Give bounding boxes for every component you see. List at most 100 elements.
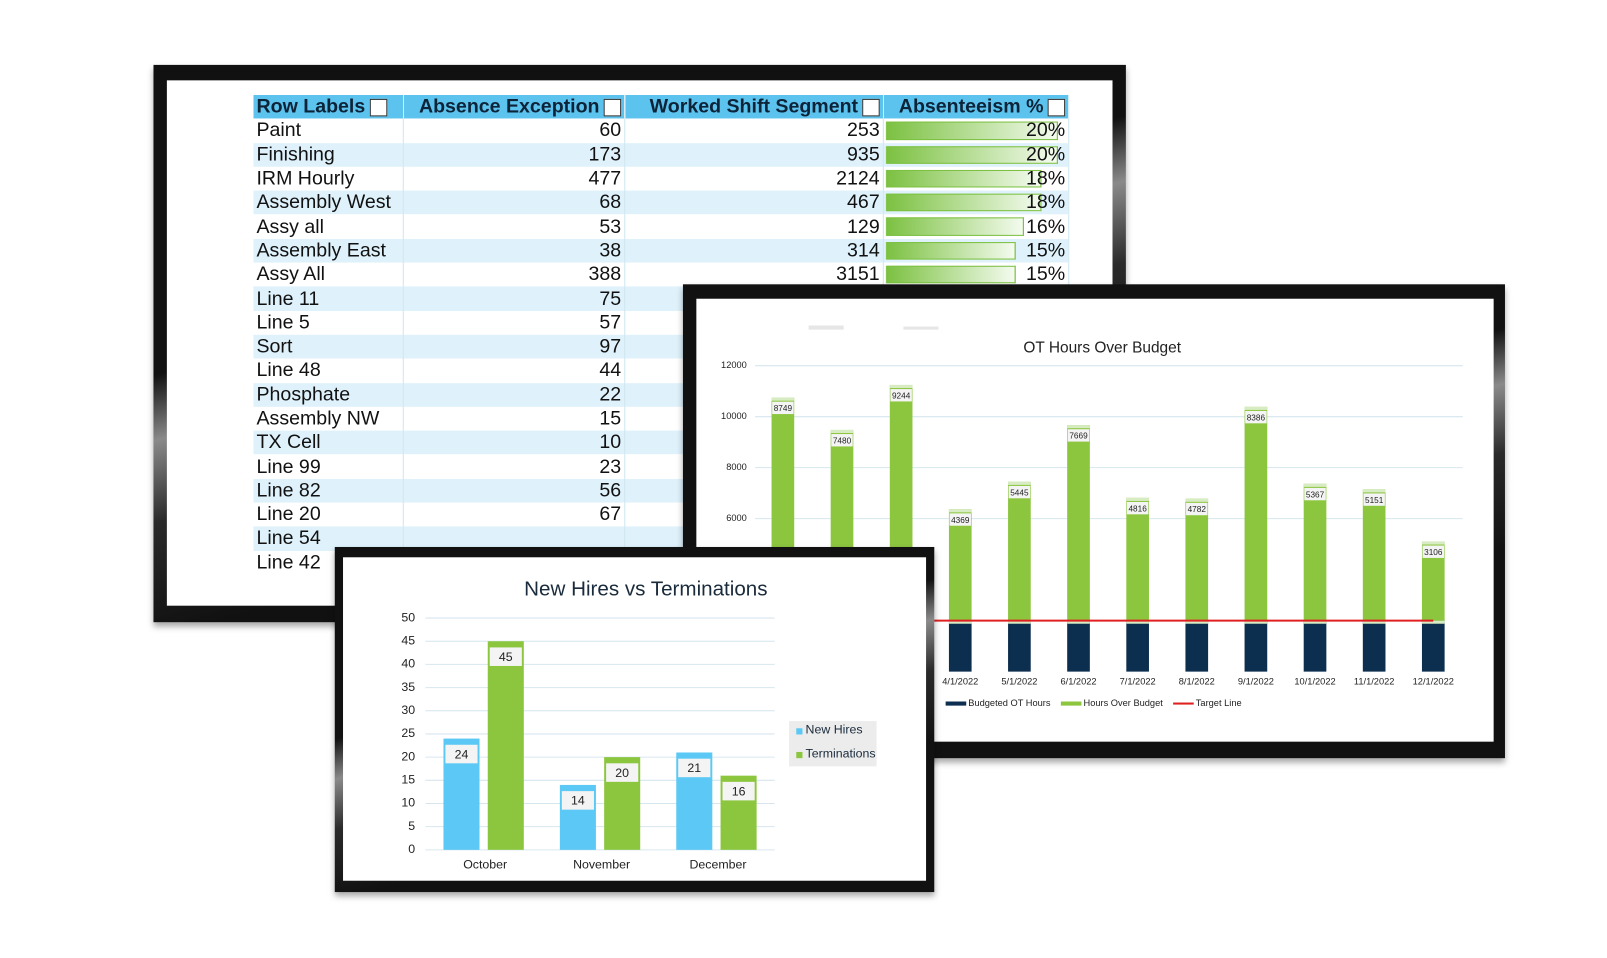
- cell: 67: [403, 502, 626, 527]
- bar: [1185, 620, 1209, 672]
- data-label: 4782: [1188, 505, 1207, 514]
- header-text: Absenteeism %: [898, 95, 1044, 118]
- y-tick-label: 50: [401, 610, 415, 624]
- data-bar: [885, 169, 1041, 188]
- x-tick-label: 6/1/2022: [1060, 676, 1096, 686]
- cell: Line 99: [253, 454, 404, 479]
- bar-cap: [1303, 620, 1327, 624]
- cell: Assy All: [253, 262, 404, 287]
- data-label-box: [489, 647, 522, 666]
- y-tick-label: 40: [401, 657, 415, 671]
- bar-cap: [1244, 406, 1268, 410]
- data-label: 3106: [1424, 548, 1443, 557]
- column-header: Absence Exception: [403, 94, 626, 119]
- bar-cap: [948, 509, 972, 513]
- cell: Line 5: [253, 310, 404, 335]
- decor: [808, 325, 844, 330]
- legend-label: Hours Over Budget: [1084, 698, 1164, 708]
- bar-cap: [1008, 620, 1031, 624]
- data-label-box: [831, 434, 853, 447]
- filter-button: [862, 98, 880, 117]
- bar-cap: [1244, 620, 1268, 624]
- bar-cap: [889, 384, 913, 389]
- cell: 56: [403, 478, 626, 503]
- cell: 60: [403, 118, 626, 143]
- cell: 3151: [624, 262, 884, 287]
- x-tick-label: 8/1/2022: [1179, 676, 1215, 686]
- x-tick-label: 5/1/2022: [1001, 676, 1037, 686]
- cell: 20%: [883, 118, 1070, 143]
- cell: 129: [624, 214, 884, 239]
- x-tick-label: October: [463, 858, 507, 872]
- bar-cap: [1362, 489, 1386, 493]
- bar: [1244, 620, 1268, 672]
- data-label-box: [1186, 502, 1208, 516]
- header-text: Absence Exception: [418, 95, 600, 118]
- cell: Line 48: [253, 358, 404, 383]
- cell: Finishing: [253, 142, 404, 167]
- x-tick-label: December: [689, 858, 746, 872]
- x-tick-label: 7/1/2022: [1120, 676, 1156, 686]
- data-label-box: [890, 389, 912, 402]
- data-label: 4816: [1128, 504, 1147, 513]
- cell: 467: [624, 190, 884, 215]
- cell-text: 18%: [1025, 191, 1066, 214]
- x-tick-label: 9/1/2022: [1238, 676, 1274, 686]
- bar-cap: [1362, 620, 1386, 624]
- cell: 314: [624, 238, 884, 263]
- bar-cap: [1185, 498, 1209, 502]
- table-row: Paint 60 253 20%: [253, 118, 1070, 143]
- table-row: Assembly West 68 467 18%: [253, 190, 1070, 215]
- x-tick-label: 4/1/2022: [942, 676, 978, 686]
- data-label-box: [606, 763, 639, 782]
- cell: Assembly East: [253, 238, 404, 263]
- table-row: IRM Hourly 477 2124 18%: [253, 166, 1070, 191]
- bar-cap: [771, 397, 795, 401]
- bar-cap: [948, 620, 972, 624]
- cell: 173: [403, 142, 626, 167]
- header-text: Worked Shift Segment: [649, 95, 859, 118]
- cell: Sort: [253, 334, 404, 359]
- cell: 97: [403, 334, 626, 359]
- y-tick-label: 35: [401, 680, 415, 694]
- bar-cap: [1067, 425, 1090, 429]
- cell: 15%: [883, 238, 1070, 263]
- bar: [1008, 620, 1031, 672]
- table-row: Assy all 53 129 16%: [253, 214, 1070, 239]
- data-label: 21: [687, 761, 701, 775]
- cell: Assembly NW: [253, 406, 404, 431]
- data-label: 5367: [1306, 490, 1325, 499]
- screen: New Hires vs Terminations 0 5 10 15 20 25 30 35…: [343, 557, 927, 881]
- data-label-box: [722, 781, 755, 801]
- data-label-box: [678, 758, 711, 778]
- cell: 388: [403, 262, 626, 287]
- cell: 2124: [624, 166, 884, 191]
- x-tick-label: November: [573, 858, 630, 872]
- cell: [403, 526, 626, 551]
- legend-swatch: [1173, 702, 1194, 705]
- cell: 10: [403, 430, 626, 455]
- bar: [1067, 425, 1090, 621]
- table-row: Assembly East 38 314 15%: [253, 238, 1070, 263]
- data-label-box: [445, 744, 478, 764]
- column-header: Row Labels: [253, 94, 404, 119]
- data-bar: [885, 265, 1016, 284]
- cell: Paint: [253, 118, 404, 143]
- bar-cap: [1126, 620, 1149, 624]
- x-tick-label: 11/1/2022: [1354, 676, 1395, 686]
- cell: 15%: [883, 262, 1070, 287]
- filter-button: [1047, 98, 1066, 117]
- bar: [1362, 620, 1386, 672]
- cell: 57: [403, 310, 626, 335]
- cell: Assy all: [253, 214, 404, 239]
- bar: [1185, 498, 1209, 621]
- legend-swatch: [796, 728, 803, 735]
- cell: Line 11: [253, 286, 404, 311]
- data-bar: [885, 217, 1024, 236]
- y-tick-label: 5: [408, 819, 415, 833]
- cell: Line 82: [253, 478, 404, 503]
- cell-text: 18%: [1025, 167, 1066, 190]
- data-label-box: [1304, 487, 1326, 501]
- data-label: 8749: [774, 404, 793, 413]
- chart-title: New Hires vs Terminations: [524, 578, 767, 601]
